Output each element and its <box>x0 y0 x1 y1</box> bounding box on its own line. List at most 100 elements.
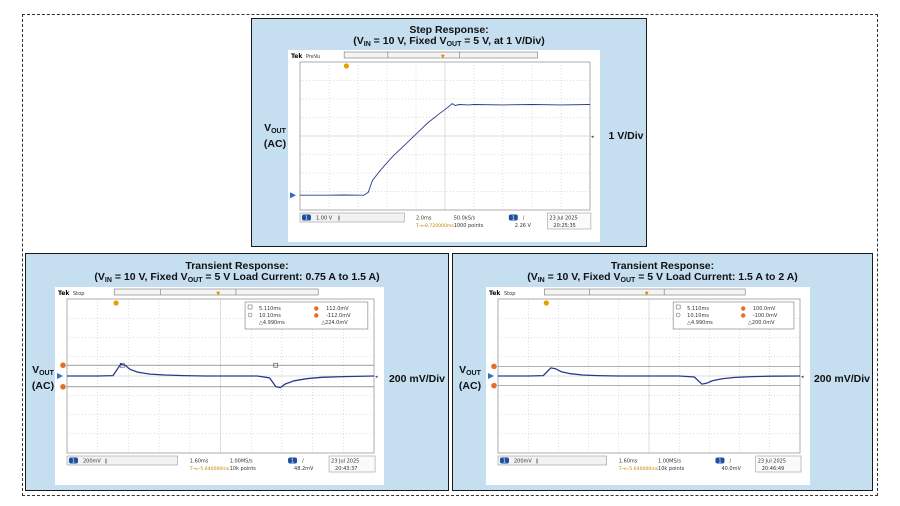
panel-title-line2: (VIN = 10 V, Fixed VOUT = 5 V, at 1 V/Di… <box>353 35 545 49</box>
channel-scale: 200mV <box>514 459 532 465</box>
figure-frame <box>22 14 878 496</box>
channel-1-badge <box>500 457 509 464</box>
channel-1-marker <box>57 373 63 379</box>
y-axis-label: VOUT (AC) <box>263 122 287 150</box>
cursor-a-level: 100.0mV <box>753 306 776 312</box>
channel-1-marker <box>488 373 494 379</box>
record-bar <box>113 288 319 296</box>
channel-coupling: ∥ <box>536 459 539 465</box>
y-axis-label: VOUT (AC) <box>458 364 482 392</box>
cursor-time-icon <box>247 304 253 310</box>
cursor-b-time: 10.10ms <box>259 313 281 319</box>
trigger-position: T→▹-5.640000ms <box>618 466 659 472</box>
trigger-level-marker: ◂ <box>375 374 378 380</box>
cursor-delta-time: △4.990ms <box>259 320 285 326</box>
panel-title-line2: (VIN = 10 V, Fixed VOUT = 5 V Load Curre… <box>527 271 798 285</box>
timebase: 1.60ms <box>190 459 209 465</box>
cursor-time-marker <box>273 362 279 368</box>
channel-coupling: ∥ <box>338 216 341 222</box>
cursor-marker-b <box>491 382 497 389</box>
record-bar <box>544 288 746 296</box>
panel-title: Transient Response: (VIN = 10 V, Fixed V… <box>26 261 448 286</box>
scope-mode: Stop <box>73 291 84 297</box>
trigger-marker <box>113 300 119 306</box>
oscilloscope-screen: Tek PreVu ▼ ◂ 1 1.00 V ∥ 2.0ms 50.0kS/s T→▹8.7200… <box>288 50 600 242</box>
capture-time: 20:46:49 <box>762 466 784 472</box>
datetime-box <box>328 455 376 473</box>
capture-date: 23 Jul 2025 <box>549 216 577 222</box>
cursor-readout-box <box>244 301 369 330</box>
cursor-b-level: -100.0mV <box>753 313 778 319</box>
trigger-level-marker: ◂ <box>591 134 594 140</box>
capture-time: 20:43:37 <box>335 466 357 472</box>
cursor-a-dot <box>741 306 746 311</box>
trigger-level-marker: ◂ <box>801 374 804 380</box>
sample-rate: 1.00MS/s <box>658 459 681 465</box>
cursor-marker-b <box>60 383 66 390</box>
cursor-marker-a <box>491 363 497 370</box>
cursor-level-icon <box>247 312 253 318</box>
waveform-trace <box>498 367 801 385</box>
trigger-position-marker: ▼ <box>645 291 649 297</box>
scale-label: 200 mV/Div <box>388 373 446 385</box>
trigger-marker <box>343 63 349 69</box>
trigger-level: 48.2mV <box>294 466 314 472</box>
cursor-delta-level: △224.0mV <box>321 320 348 326</box>
sample-rate: 1.00MS/s <box>230 459 253 465</box>
cursor-marker-a <box>60 362 66 369</box>
trigger-channel: 1 <box>718 459 721 465</box>
trigger-slope: / <box>302 459 304 465</box>
waveform-trace <box>300 103 591 196</box>
panel-title-line1: Transient Response: <box>610 260 715 272</box>
cursor-a-time: 5.110ms <box>259 306 281 312</box>
trigger-ch-badge <box>508 214 518 221</box>
cursor-a-time: 5.110ms <box>687 306 709 312</box>
panel-title: Transient Response: (VIN = 10 V, Fixed V… <box>453 261 872 286</box>
trigger-position-marker: ▼ <box>216 291 220 297</box>
cursor-a-level: 112.0mV <box>326 306 349 312</box>
trigger-level: 40.0mV <box>721 466 741 472</box>
channel-1-number: 1 <box>503 459 506 465</box>
trigger-position-marker: ▼ <box>441 54 445 60</box>
record-length: 10k points <box>658 466 685 472</box>
capture-time: 20:25:35 <box>553 223 575 229</box>
cursor-b-level: -112.0mV <box>326 313 351 319</box>
scale-label: 1 V/Div <box>608 130 644 142</box>
channel-1-number: 1 <box>305 216 308 222</box>
scope-brand: Tek <box>291 53 303 60</box>
channel-coupling: ∥ <box>105 459 108 465</box>
waveform-trace <box>67 363 375 389</box>
scope-brand: Tek <box>489 290 501 297</box>
record-length: 1000 points <box>454 223 484 229</box>
scope-brand: Tek <box>58 290 70 297</box>
datetime-box <box>755 455 802 473</box>
trigger-ch-badge <box>715 457 725 464</box>
channel-1-marker <box>290 192 296 199</box>
scope-svg: Tek PreVu ▼ ◂ 1 1.00 V ∥ 2.0ms 50.0kS/sT→▹8.7200… <box>290 51 594 230</box>
channel-1-badge <box>302 214 311 221</box>
cursor-b-dot <box>314 313 319 318</box>
cursor-readout-box <box>672 301 795 330</box>
trigger-level: 2.26 V <box>515 223 532 229</box>
oscilloscope-screen: Tek Stop ▼ ◂ 5.110ms 10.10ms △4.990ms 100.0mV -1… <box>486 287 810 485</box>
panel-title-line2: (VIN = 10 V, Fixed VOUT = 5 V Load Curre… <box>94 271 380 285</box>
trigger-channel: 1 <box>512 216 515 222</box>
y-axis-label: VOUT (AC) <box>31 364 55 392</box>
timebase: 2.0ms <box>416 216 432 222</box>
cursor-a-dot <box>314 306 319 311</box>
panel-transient-response-2: Transient Response: (VIN = 10 V, Fixed V… <box>452 253 873 491</box>
panel-title: Step Response: (VIN = 10 V, Fixed VOUT =… <box>252 25 646 50</box>
channel-readout-box <box>66 455 178 466</box>
record-bar <box>343 51 538 59</box>
timebase: 1.60ms <box>619 459 638 465</box>
channel-scale: 1.00 V <box>316 216 333 222</box>
panel-step-response: Step Response: (VIN = 10 V, Fixed VOUT =… <box>251 18 647 247</box>
panel-title-line1: Step Response: <box>409 24 489 36</box>
trigger-marker <box>543 300 549 306</box>
trigger-ch-badge <box>288 457 298 464</box>
sample-rate: 50.0kS/s <box>454 216 476 222</box>
channel-readout-box <box>299 212 405 223</box>
scope-mode: PreVu <box>306 54 320 60</box>
channel-scale: 200mV <box>83 459 101 465</box>
